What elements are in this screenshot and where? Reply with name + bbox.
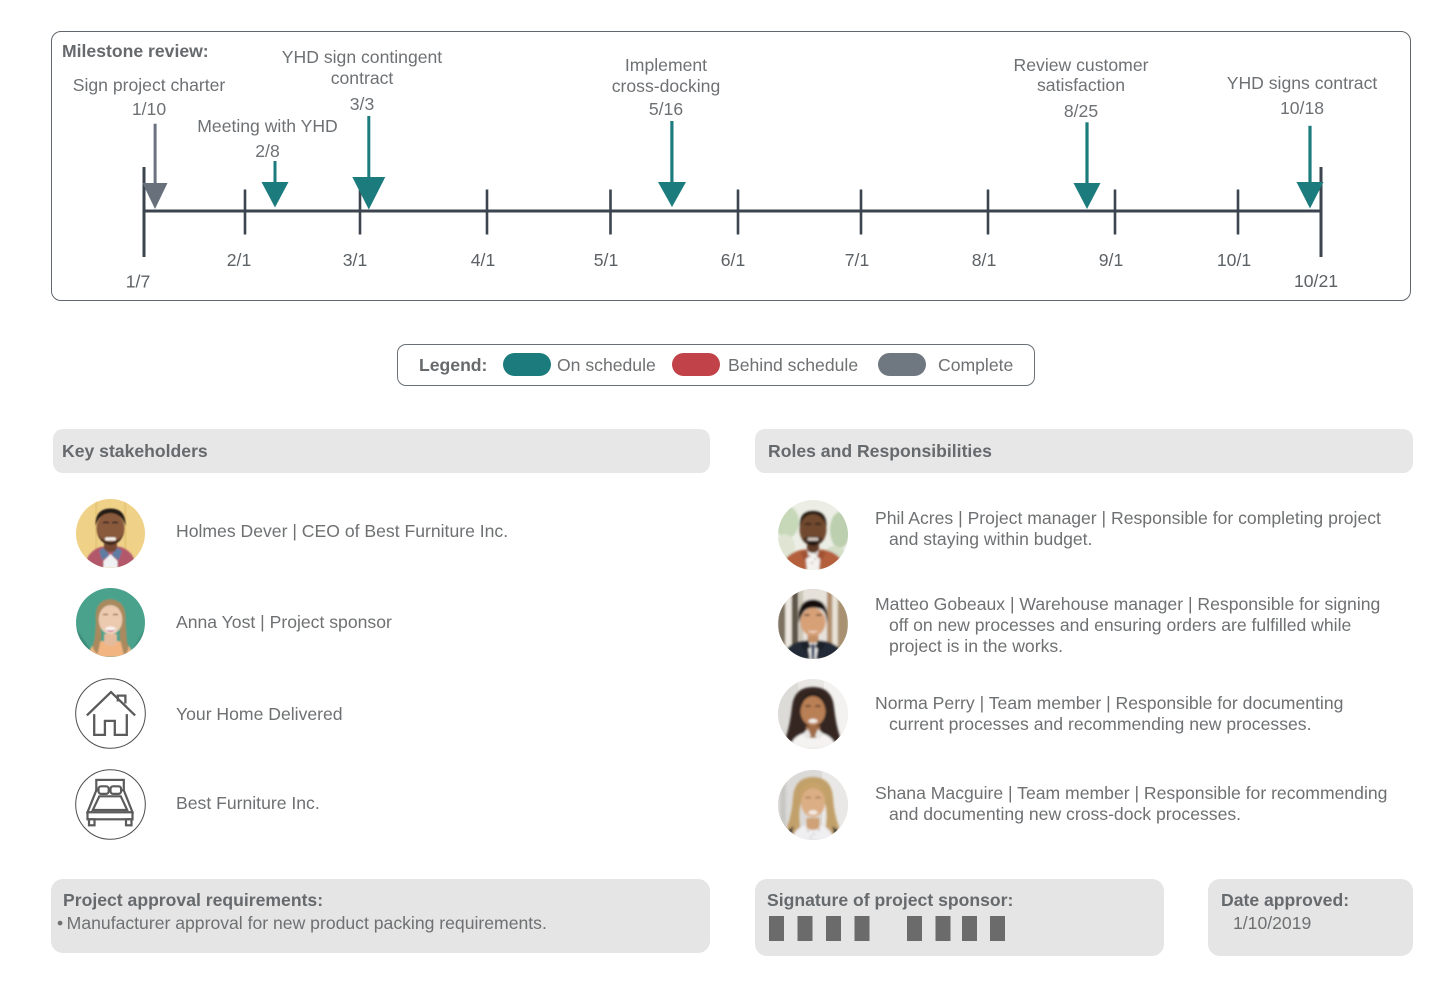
svg-text:10/1: 10/1: [1217, 250, 1251, 270]
svg-text:5/1: 5/1: [594, 250, 618, 270]
svg-text:8/25: 8/25: [1064, 101, 1098, 121]
svg-text:YHD signs contract: YHD signs contract: [1227, 73, 1378, 93]
svg-text:2/8: 2/8: [255, 141, 280, 161]
svg-text:Meeting with YHD: Meeting with YHD: [197, 116, 337, 136]
svg-text:10/21: 10/21: [1294, 271, 1338, 291]
svg-text:8/1: 8/1: [972, 250, 996, 270]
svg-text:YHD sign contingent: YHD sign contingent: [282, 47, 443, 67]
svg-text:10/18: 10/18: [1280, 98, 1324, 118]
svg-text:3/1: 3/1: [343, 250, 367, 270]
svg-text:9/1: 9/1: [1099, 250, 1123, 270]
svg-text:2/1: 2/1: [227, 250, 251, 270]
svg-text:cross-docking: cross-docking: [612, 76, 721, 96]
svg-text:Sign project charter: Sign project charter: [73, 75, 226, 95]
svg-text:4/1: 4/1: [471, 250, 495, 270]
svg-text:Implement: Implement: [625, 55, 707, 75]
svg-text:1/10: 1/10: [132, 99, 166, 119]
svg-text:satisfaction: satisfaction: [1037, 75, 1125, 95]
svg-text:5/16: 5/16: [649, 99, 683, 119]
svg-text:7/1: 7/1: [845, 250, 869, 270]
svg-text:contract: contract: [331, 68, 394, 88]
svg-text:1/7: 1/7: [126, 272, 150, 292]
svg-text:6/1: 6/1: [721, 250, 745, 270]
svg-text:Review customer: Review customer: [1014, 55, 1149, 75]
svg-text:3/3: 3/3: [350, 94, 375, 114]
